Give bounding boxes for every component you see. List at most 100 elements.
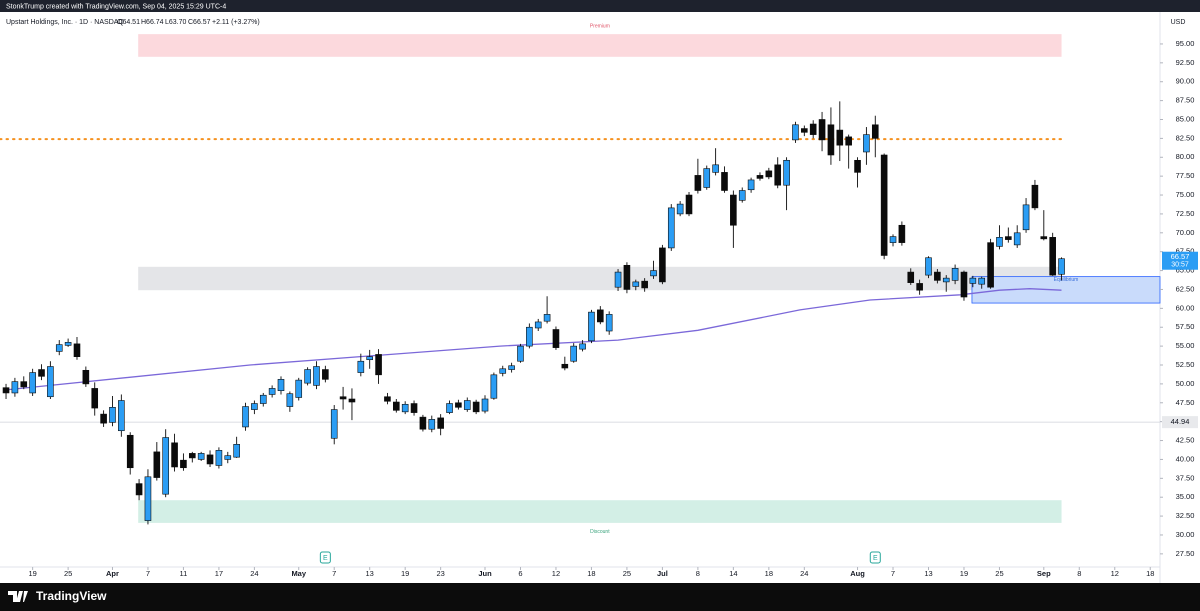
logo-mark xyxy=(8,591,28,602)
candle-body xyxy=(951,268,959,281)
y-tick-label: 55.00 xyxy=(1176,341,1195,350)
candle-body xyxy=(259,394,267,404)
candle-body xyxy=(632,281,640,287)
candle-body xyxy=(91,388,99,409)
candle-body xyxy=(765,170,773,178)
candle-body xyxy=(818,119,826,141)
x-tick-label: Aug xyxy=(850,569,865,578)
y-tick-label: 57.50 xyxy=(1176,322,1195,331)
candle-body xyxy=(206,454,214,465)
candle-body xyxy=(401,403,409,413)
y-tick-label: 87.50 xyxy=(1176,96,1195,105)
candle-body xyxy=(1058,258,1065,275)
y-tick-label: 40.00 xyxy=(1176,454,1195,463)
candle-body xyxy=(2,387,10,394)
credit: StonkTrump created with TradingView.com,… xyxy=(6,3,226,10)
candle-body xyxy=(659,247,666,283)
candle-body xyxy=(55,344,63,352)
last-price-tag xyxy=(1162,251,1198,270)
candle-body xyxy=(871,124,879,139)
candle-body xyxy=(242,406,249,428)
price-line-label: 44.94 xyxy=(1171,417,1190,426)
x-tick-label: 25 xyxy=(64,569,72,578)
candle-body xyxy=(393,401,400,411)
x-tick-label: 19 xyxy=(401,569,409,578)
ohlc-high: H66.74 xyxy=(141,19,164,26)
candle-body xyxy=(82,369,90,385)
zone-label: Discount xyxy=(590,529,610,535)
x-tick-label: 7 xyxy=(146,569,150,578)
candle-body xyxy=(295,379,303,398)
candle-body xyxy=(605,314,613,332)
earnings-label: E xyxy=(873,555,878,562)
ohlc-open: O64.51 xyxy=(117,19,140,26)
x-tick-label: 25 xyxy=(995,569,1003,578)
candle-body xyxy=(614,271,622,288)
candle-body xyxy=(20,381,28,388)
candle-body xyxy=(685,194,693,215)
candle-body xyxy=(978,277,986,285)
candle-body xyxy=(960,271,968,298)
candle-body xyxy=(517,345,524,362)
x-tick-label: 12 xyxy=(552,569,560,578)
candle-body xyxy=(375,354,382,376)
y-tick-label: 32.50 xyxy=(1176,511,1195,520)
y-tick-label: 50.00 xyxy=(1176,379,1195,388)
x-tick-label: 8 xyxy=(1077,569,1081,578)
candle-body xyxy=(712,164,719,173)
candle-body xyxy=(579,343,586,350)
plot: Premium Discount Equilibrium 27.50 30.00 32.5… xyxy=(0,23,1198,578)
candle-body xyxy=(996,237,1003,247)
candle-body xyxy=(827,124,835,156)
y-tick-label: 90.00 xyxy=(1176,77,1195,86)
candle-body xyxy=(543,314,551,322)
candle-body xyxy=(197,453,205,460)
x-tick-label: 12 xyxy=(1111,569,1119,578)
candle-body xyxy=(357,360,365,373)
candle-body xyxy=(153,451,161,478)
candle-body xyxy=(792,124,799,141)
candle-body xyxy=(845,136,852,146)
y-tick-label: 47.50 xyxy=(1176,398,1195,407)
candle-body xyxy=(100,413,107,424)
x-tick-label: 7 xyxy=(332,569,336,578)
x-tick-label: Sep xyxy=(1037,569,1051,578)
candle-body xyxy=(597,309,604,323)
candle-body xyxy=(215,450,223,466)
candle-body xyxy=(330,409,338,439)
candle-body xyxy=(339,396,347,400)
y-tick-label: 52.50 xyxy=(1176,360,1195,369)
candle-body xyxy=(667,207,675,249)
candle-body xyxy=(437,417,444,429)
x-tick-label: 13 xyxy=(366,569,374,578)
candle-body xyxy=(570,345,578,362)
candle-body xyxy=(774,164,782,186)
zone-label: Premium xyxy=(590,23,610,29)
candle-body xyxy=(508,365,515,370)
candle-body xyxy=(942,277,950,283)
currency: USD xyxy=(1171,19,1186,26)
candle-body xyxy=(118,400,125,432)
candle-body xyxy=(313,366,320,386)
candle-body xyxy=(1013,232,1021,246)
candle-body xyxy=(925,257,932,276)
earnings-label: E xyxy=(323,555,328,562)
countdown: 30:57 xyxy=(1171,262,1189,269)
candle-body xyxy=(836,129,844,146)
candle-body xyxy=(410,403,418,413)
candle-body xyxy=(455,402,462,408)
candle-body xyxy=(552,329,560,348)
candle-body xyxy=(747,179,755,191)
candle-body xyxy=(499,368,507,374)
candle-body xyxy=(73,343,81,357)
brand: TradingView xyxy=(36,589,107,603)
y-tick-label: 42.50 xyxy=(1176,436,1195,445)
candle-body xyxy=(880,154,888,256)
candle-body xyxy=(934,271,941,281)
y-tick-label: 35.00 xyxy=(1176,492,1195,501)
candle-body xyxy=(180,459,187,469)
candle-body xyxy=(969,277,977,284)
zone xyxy=(138,500,1062,523)
candle-body xyxy=(481,398,489,412)
